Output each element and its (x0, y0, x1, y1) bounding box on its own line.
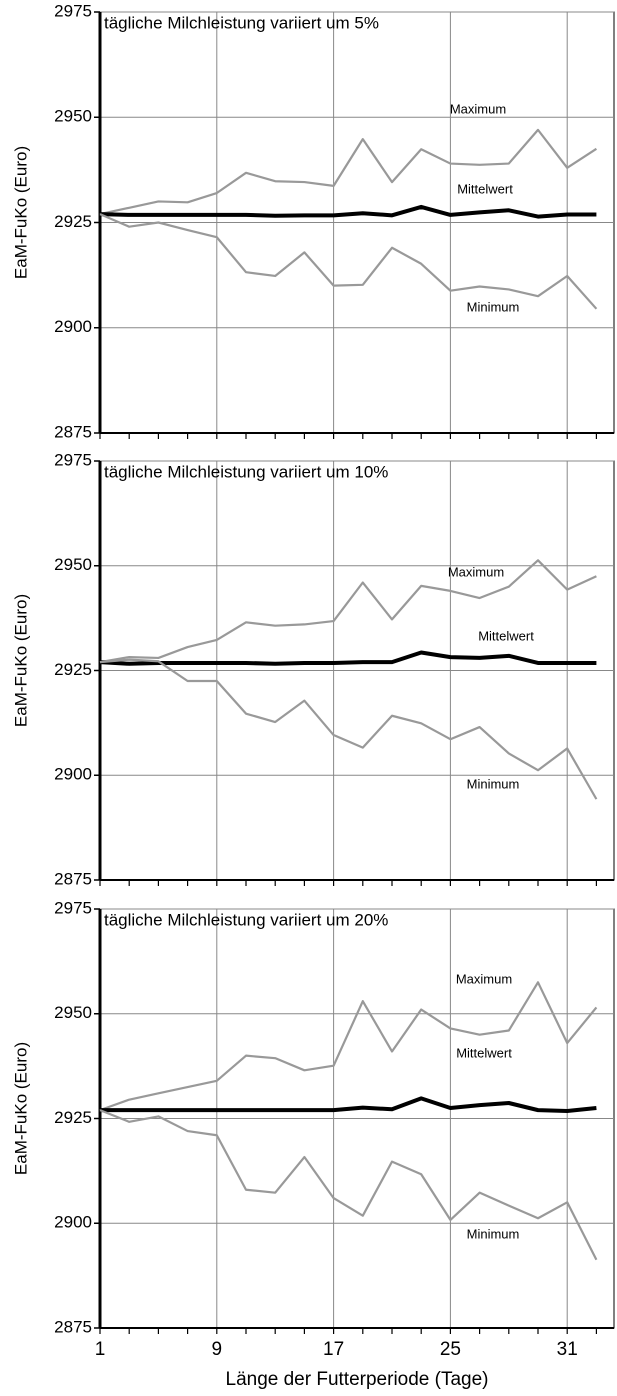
y-tick-label: 2950 (54, 107, 92, 126)
y-tick-label: 2975 (54, 450, 92, 469)
x-tick-label: 17 (323, 1339, 344, 1360)
series-label: Maximum (448, 564, 504, 579)
series-line (99, 658, 598, 800)
y-tick-label: 2975 (54, 898, 92, 917)
x-tick-label: 31 (557, 1339, 578, 1360)
series-line (99, 981, 598, 1112)
y-axis-label: EaM-FuKo (Euro) (11, 146, 30, 279)
series-line (99, 559, 597, 664)
y-tick-label: 2875 (54, 869, 92, 888)
y-tick-label: 2950 (54, 1003, 92, 1022)
series-line (99, 1109, 598, 1261)
y-tick-label: 2925 (54, 1108, 92, 1127)
panel-title: tägliche Milchleistung variiert um 20% (104, 910, 388, 929)
y-tick-label: 2900 (54, 317, 92, 336)
series-label: Mittelwert (478, 628, 534, 643)
x-axis-label: Länge der Futterperiode (Tage) (226, 1369, 489, 1390)
series-label: Maximum (450, 101, 506, 116)
series-label: Mittelwert (457, 181, 513, 196)
y-tick-label: 2975 (54, 1, 92, 20)
y-tick-label: 2925 (54, 660, 92, 679)
x-tick-label: 1 (95, 1339, 106, 1360)
y-axis-label: EaM-FuKo (Euro) (11, 1042, 30, 1175)
series-label: Mittelwert (456, 1045, 512, 1060)
series-label: Minimum (467, 776, 520, 791)
series-line (100, 1096, 597, 1113)
series-line (99, 204, 597, 219)
y-tick-label: 2950 (54, 555, 92, 574)
y-tick-label: 2900 (54, 1213, 92, 1232)
y-tick-label: 2925 (54, 212, 92, 231)
y-tick-label: 2900 (54, 765, 92, 784)
y-axis-label: EaM-FuKo (Euro) (11, 594, 30, 727)
panel-title: tägliche Milchleistung variiert um 5% (104, 13, 379, 32)
series-line (99, 650, 597, 666)
panel-title: tägliche Milchleistung variiert um 10% (104, 462, 388, 481)
x-tick-label: 25 (440, 1339, 461, 1360)
series-label: Minimum (467, 1226, 520, 1241)
series-line (99, 128, 597, 216)
x-tick-label: 9 (212, 1339, 223, 1360)
y-tick-label: 2875 (54, 422, 92, 441)
series-label: Minimum (467, 299, 520, 314)
series-line (99, 213, 598, 310)
y-tick-label: 2875 (54, 1317, 92, 1336)
series-label: Maximum (456, 971, 512, 986)
